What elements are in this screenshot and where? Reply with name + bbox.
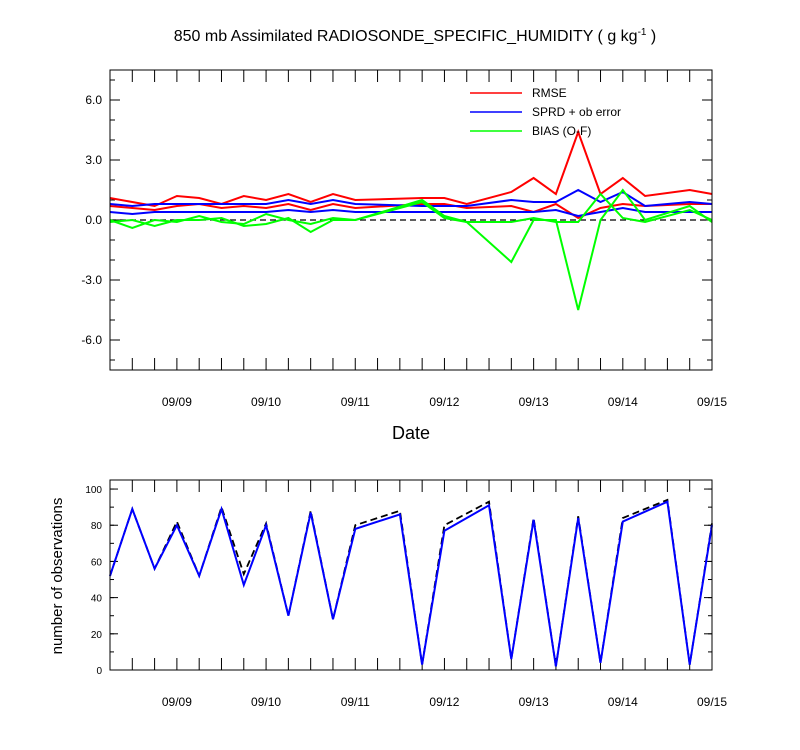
x-tick-label: 09/09 bbox=[162, 695, 192, 709]
rmse-bias-plot: 09/09 09/10 09/11 09/12 09/13 09/14 09/15 -6.0 -… bbox=[81, 70, 727, 409]
y-tick-label: 100 bbox=[85, 485, 102, 496]
y-tick-label: 40 bbox=[91, 594, 103, 605]
y-tick-label: -6.0 bbox=[81, 333, 102, 347]
top-plot-frame bbox=[109, 69, 713, 371]
y-tick-label: 6.0 bbox=[85, 93, 102, 107]
x-tick-label: 09/12 bbox=[429, 695, 459, 709]
series-line-bias-o-f bbox=[109, 192, 713, 230]
x-tick-label: 09/12 bbox=[429, 395, 459, 409]
legend-label-bias: BIAS (O-F) bbox=[532, 124, 591, 138]
legend-label-rmse: RMSE bbox=[532, 86, 567, 100]
x-tick-label: 09/10 bbox=[251, 395, 281, 409]
x-tick-label: 09/14 bbox=[608, 695, 638, 709]
y-tick-label: 3.0 bbox=[85, 153, 102, 167]
legend-label-sprd: SPRD + ob error bbox=[532, 105, 621, 119]
x-tick-label: 09/13 bbox=[519, 395, 549, 409]
y-tick-label: 20 bbox=[91, 630, 103, 641]
series-line-rmse bbox=[109, 129, 713, 208]
x-tick-label: 09/15 bbox=[697, 395, 727, 409]
y-tick-label: -3.0 bbox=[81, 273, 102, 287]
series-line-sprd-ob-error bbox=[109, 188, 713, 208]
observations-plot: 09/09 09/10 09/11 09/12 09/13 09/14 09/15 0 20 40… bbox=[85, 480, 727, 709]
bottom-plot-frame bbox=[109, 479, 713, 671]
x-tick-label: 09/11 bbox=[341, 695, 370, 709]
x-tick-label: 09/10 bbox=[251, 695, 281, 709]
bottom-y-axis-label: number of observations bbox=[49, 498, 66, 655]
y-tick-label: 80 bbox=[91, 521, 103, 532]
y-tick-label: 0 bbox=[96, 666, 102, 677]
y-tick-label: 60 bbox=[91, 557, 103, 568]
chart-title: 850 mb Assimilated RADIOSONDE_SPECIFIC_H… bbox=[174, 27, 657, 45]
x-tick-label: 09/09 bbox=[162, 395, 192, 409]
x-tick-label: 09/11 bbox=[341, 395, 370, 409]
series-line-assimilated bbox=[109, 500, 713, 667]
x-tick-label: 09/14 bbox=[608, 395, 638, 409]
series-line-sprd-ob-error bbox=[109, 206, 712, 218]
x-tick-label: 09/15 bbox=[697, 695, 727, 709]
top-x-axis-label: Date bbox=[392, 423, 430, 443]
legend: RMSE SPRD + ob error BIAS (O-F) bbox=[470, 86, 621, 138]
y-tick-label: 0.0 bbox=[85, 213, 102, 227]
x-tick-label: 09/13 bbox=[519, 695, 549, 709]
